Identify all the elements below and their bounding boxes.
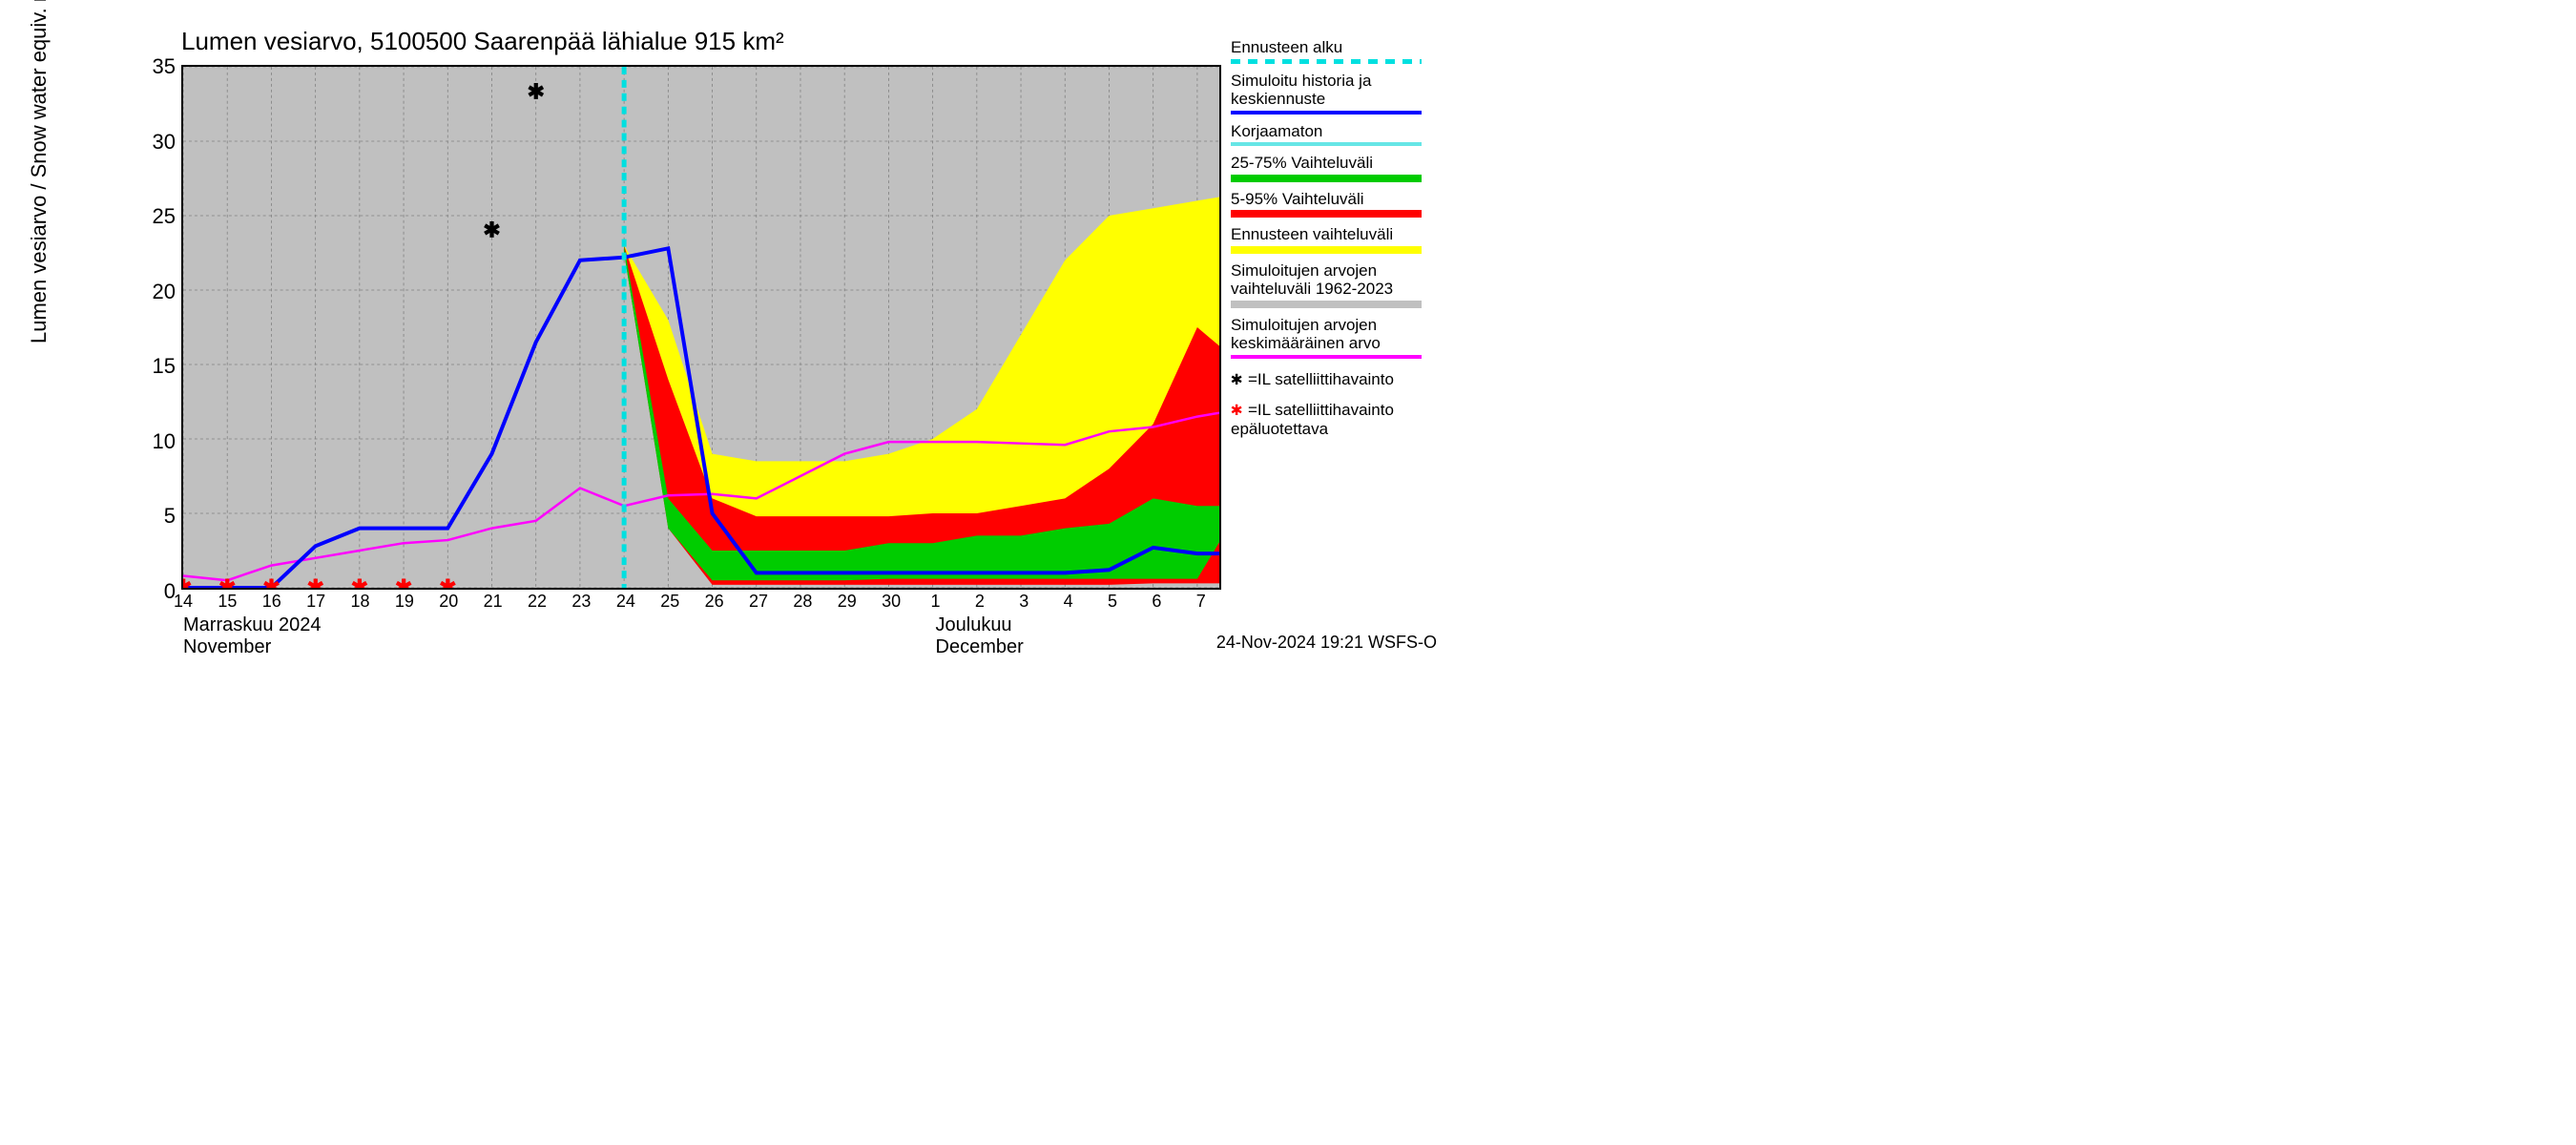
x-tick-label: 28 <box>793 592 812 612</box>
x-tick-label: 6 <box>1152 592 1161 612</box>
legend-item: Ennusteen vaihteluväli <box>1231 225 1431 254</box>
y-axis-label: Lumen vesiarvo / Snow water equiv. mm <box>27 0 52 344</box>
footer-timestamp: 24-Nov-2024 19:21 WSFS-O <box>1216 633 1437 653</box>
y-tick-label: 5 <box>137 504 176 529</box>
legend-item: Ennusteen alku <box>1231 38 1431 64</box>
x-tick-label: 16 <box>262 592 281 612</box>
legend: Ennusteen alku Simuloitu historia ja kesk… <box>1231 38 1431 447</box>
y-tick-label: 20 <box>137 280 176 304</box>
x-tick-label: 19 <box>395 592 414 612</box>
legend-item: Korjaamaton <box>1231 122 1431 147</box>
y-tick-label: 35 <box>137 54 176 79</box>
y-tick-label: 10 <box>137 429 176 454</box>
x-tick-label: 7 <box>1196 592 1206 612</box>
svg-text:✱: ✱ <box>218 575 236 588</box>
x-tick-label: 15 <box>218 592 237 612</box>
plot-svg: ✱ ✱ ✱ ✱ ✱ ✱ ✱ ✱ ✱ <box>183 67 1219 588</box>
legend-item: ✱=IL satelliittihavainto epäluotettava <box>1231 397 1431 439</box>
legend-item: 5-95% Vaihteluväli <box>1231 190 1431 219</box>
x-tick-label: 23 <box>571 592 591 612</box>
svg-text:✱: ✱ <box>351 575 368 588</box>
x-month-label: JoulukuuDecember <box>936 614 1024 658</box>
chart-title: Lumen vesiarvo, 5100500 Saarenpää lähial… <box>181 27 784 56</box>
x-tick-label: 1 <box>930 592 940 612</box>
x-tick-label: 21 <box>484 592 503 612</box>
x-tick-label: 27 <box>749 592 768 612</box>
legend-item: Simuloitujen arvojen vaihteluväli 1962-2… <box>1231 261 1431 308</box>
legend-item: 25-75% Vaihteluväli <box>1231 154 1431 182</box>
svg-text:✱: ✱ <box>483 219 500 242</box>
x-tick-label: 4 <box>1064 592 1073 612</box>
x-tick-label: 24 <box>616 592 635 612</box>
x-tick-label: 22 <box>528 592 547 612</box>
x-tick-label: 29 <box>838 592 857 612</box>
x-tick-label: 26 <box>705 592 724 612</box>
x-tick-label: 17 <box>306 592 325 612</box>
x-tick-label: 20 <box>439 592 458 612</box>
x-month-label: Marraskuu 2024November <box>183 614 322 658</box>
y-tick-label: 30 <box>137 130 176 155</box>
svg-text:✱: ✱ <box>439 575 456 588</box>
y-tick-label: 25 <box>137 204 176 229</box>
x-tick-label: 2 <box>975 592 985 612</box>
legend-item: ✱=IL satelliittihavainto <box>1231 366 1431 389</box>
y-tick-label: 0 <box>137 579 176 604</box>
x-tick-label: 5 <box>1108 592 1117 612</box>
x-tick-label: 3 <box>1019 592 1028 612</box>
legend-item: Simuloitu historia ja keskiennuste <box>1231 72 1431 114</box>
x-tick-label: 14 <box>174 592 193 612</box>
svg-text:✱: ✱ <box>528 80 545 104</box>
legend-item: Simuloitujen arvojen keskimääräinen arvo <box>1231 316 1431 359</box>
x-tick-label: 18 <box>351 592 370 612</box>
y-tick-label: 15 <box>137 354 176 379</box>
svg-text:✱: ✱ <box>183 575 192 588</box>
svg-text:✱: ✱ <box>395 575 412 588</box>
svg-text:✱: ✱ <box>306 575 323 588</box>
x-tick-label: 30 <box>882 592 901 612</box>
x-tick-label: 25 <box>660 592 679 612</box>
plot-area: ✱✱✱✱✱✱✱✱✱ 051015202530351415161718192021… <box>181 65 1221 590</box>
svg-text:✱: ✱ <box>262 575 280 588</box>
chart-container: Lumen vesiarvo, 5100500 Saarenpää lähial… <box>10 10 1441 658</box>
